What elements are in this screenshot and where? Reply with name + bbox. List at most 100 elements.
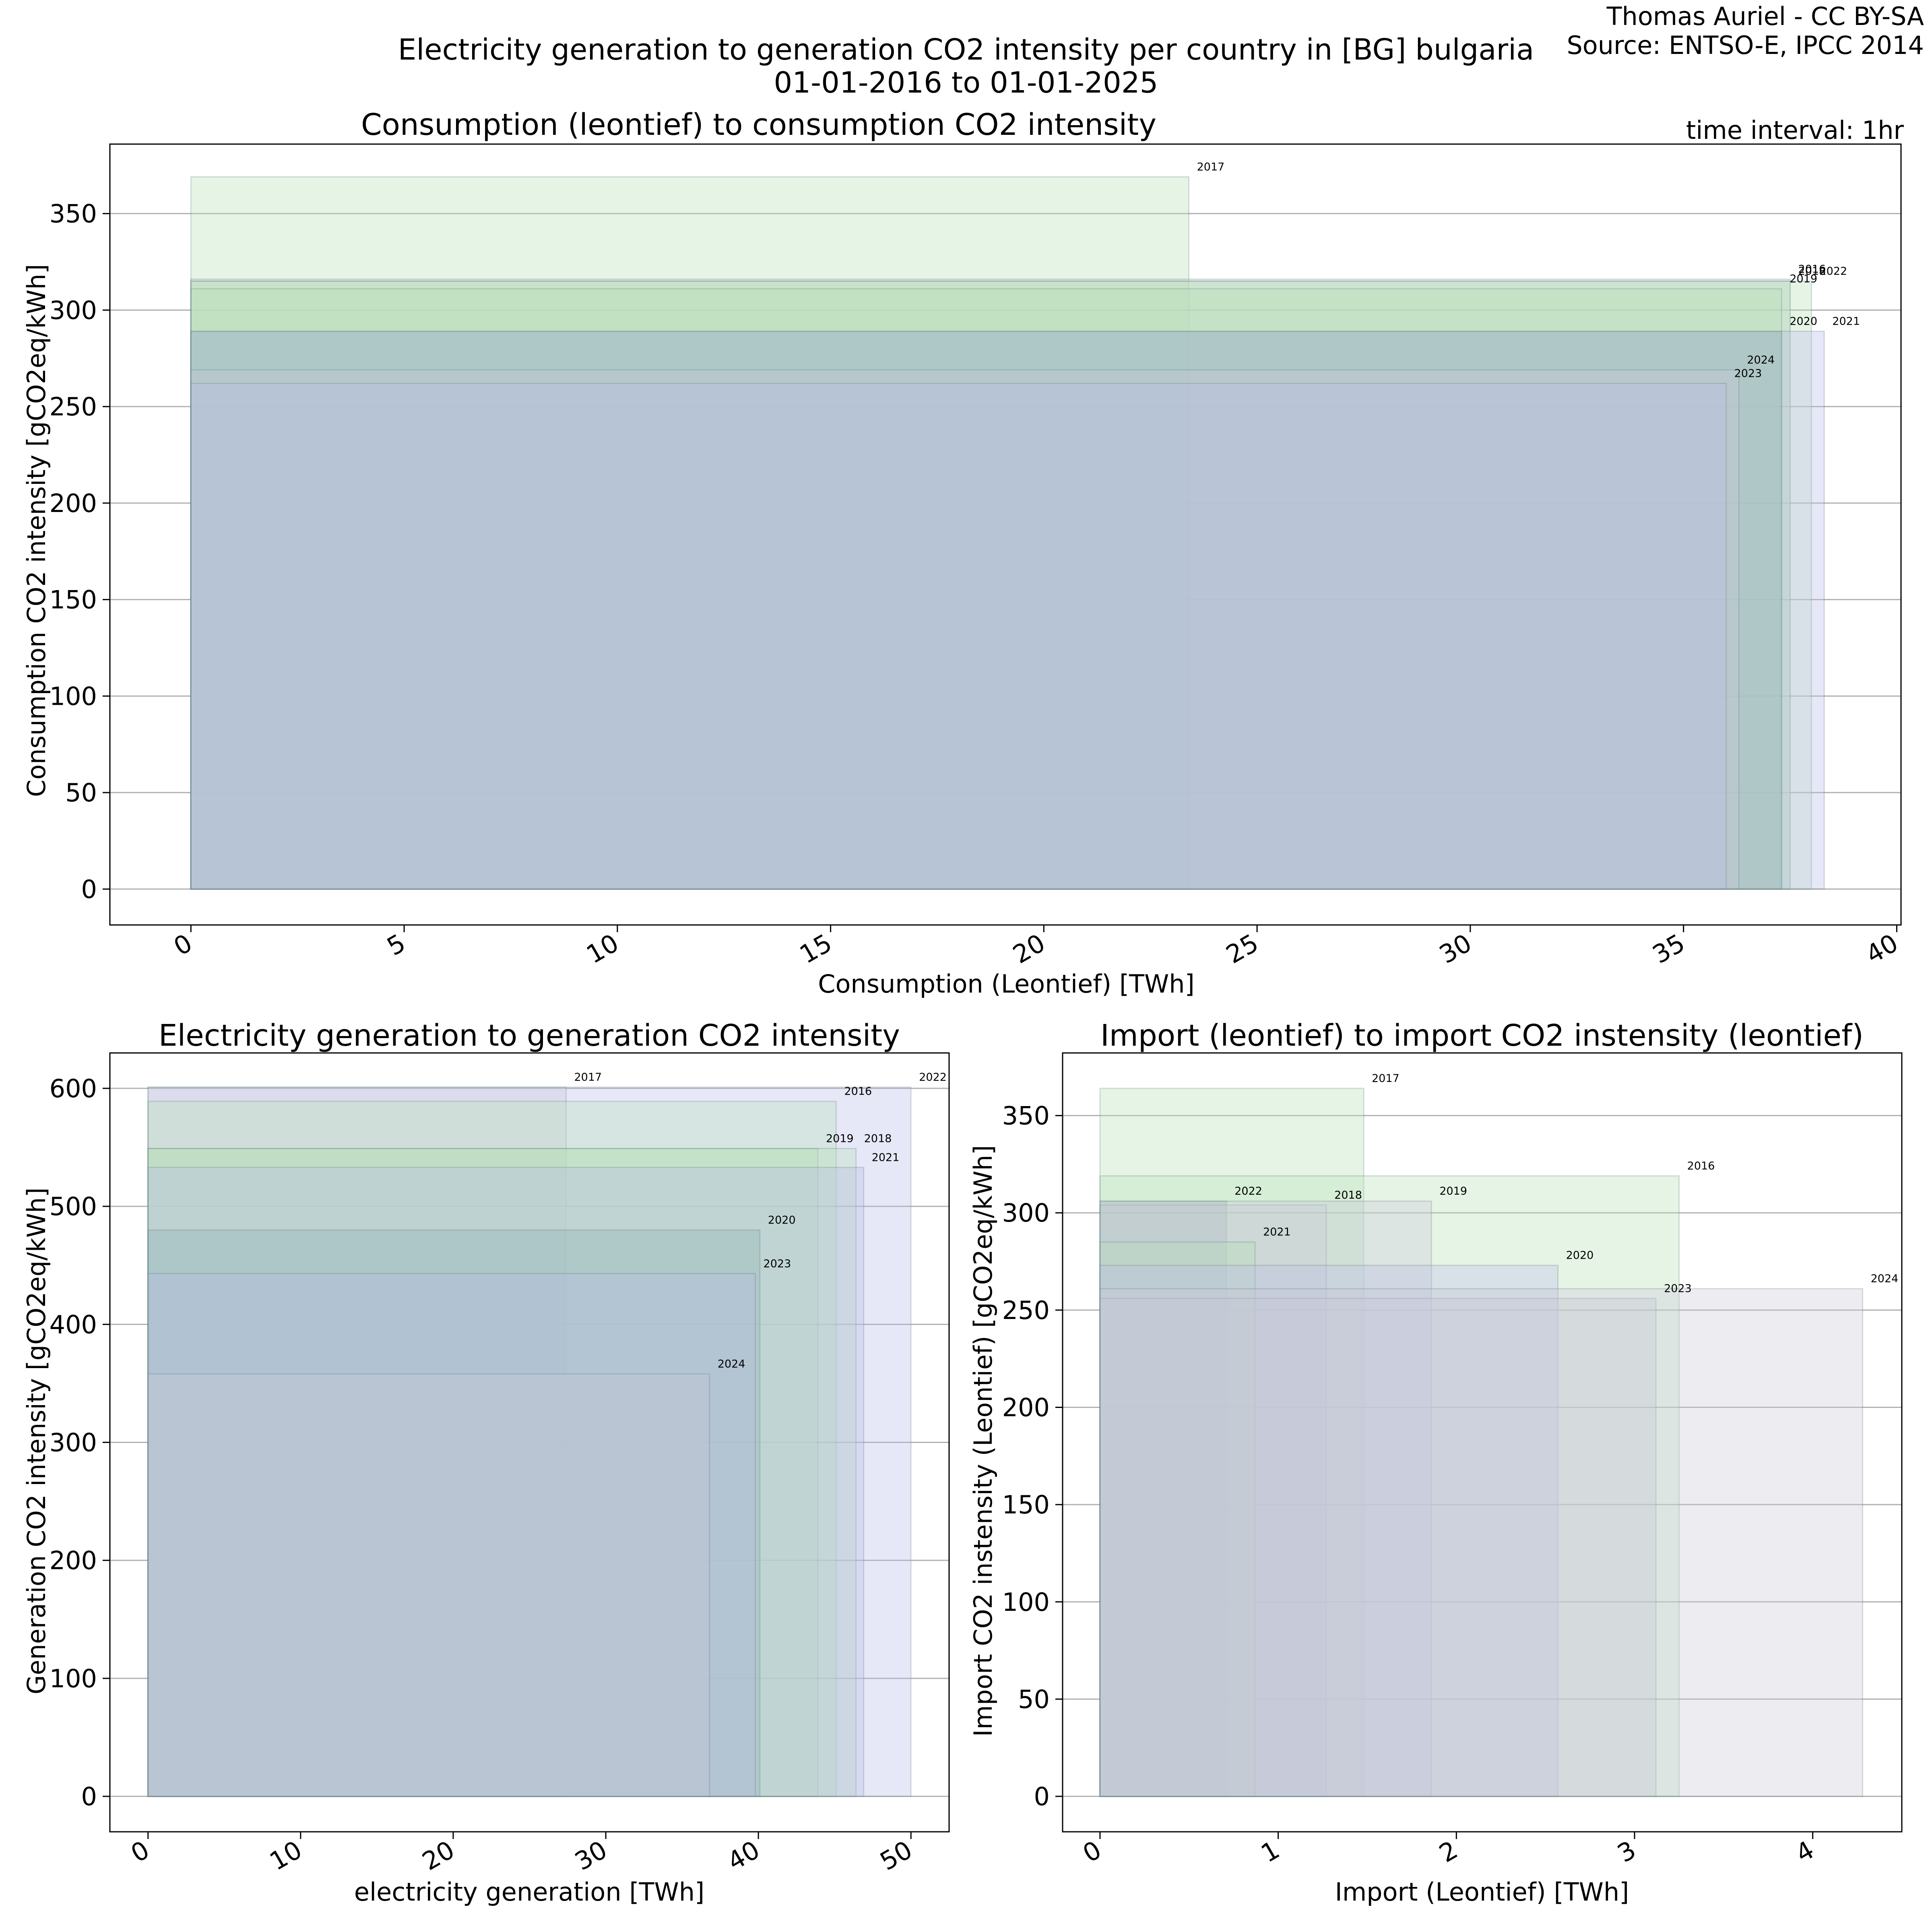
- consumption-x-tick-label: 25: [1221, 928, 1263, 970]
- generation-x-tick-label: 30: [570, 1835, 612, 1876]
- generation-x-tick-label: 40: [722, 1835, 765, 1876]
- consumption-x-tick-label: 10: [581, 928, 623, 970]
- consumption-bar-label-2023: 2023: [1734, 367, 1762, 380]
- import-bar-2022: [1099, 1200, 1227, 1797]
- import-bar-2017: [1099, 1088, 1364, 1797]
- consumption-y-tick-label: 0: [81, 875, 97, 904]
- import-y-axis-label: Import CO2 instensity (Leontief) [gCO2eq…: [968, 1145, 998, 1737]
- generation-year-labels: 2022 2017 2016 2019 2018 2021 2020 2023 2024: [574, 1071, 946, 1370]
- generation-y-ticks: 0 100 200 300 400 500 600: [50, 1074, 110, 1811]
- generation-bar-label-2021: 2021: [872, 1151, 900, 1164]
- consumption-bar-label-2022: 2022: [1820, 265, 1847, 277]
- import-y-tick-label: 250: [1002, 1296, 1050, 1325]
- generation-bar-2020: [147, 1229, 761, 1797]
- generation-y-tick-label: 400: [50, 1310, 97, 1339]
- generation-bar-label-2017: 2017: [574, 1071, 602, 1084]
- generation-bar-label-2016: 2016: [844, 1085, 872, 1098]
- import-bar-2019: [1099, 1200, 1432, 1797]
- figure-title: Electricity generation to generation CO2…: [398, 33, 1534, 66]
- consumption-y-tick-label: 50: [65, 778, 97, 807]
- consumption-x-axis-label: Consumption (Leontief) [TWh]: [818, 969, 1195, 999]
- generation-y-tick-label: 600: [50, 1074, 97, 1103]
- import-x-tick-label: 2: [1434, 1835, 1463, 1868]
- figure-date-range: 01-01-2016 to 01-01-2025: [774, 66, 1158, 99]
- import-y-tick-label: 0: [1034, 1782, 1050, 1811]
- generation-bar-2017: [147, 1086, 567, 1797]
- generation-gridlines: [110, 1088, 949, 1797]
- import-y-tick-label: 350: [1002, 1101, 1050, 1131]
- generation-x-tick-label: 50: [875, 1835, 917, 1876]
- import-bar-2018: [1099, 1204, 1327, 1797]
- consumption-bar-2016: [190, 279, 1791, 890]
- import-y-tick-label: 300: [1002, 1198, 1050, 1228]
- consumption-x-tick-label: 0: [169, 928, 197, 962]
- consumption-bar-2019: [190, 288, 1782, 890]
- import-x-tick-label: 1: [1256, 1835, 1284, 1868]
- consumption-y-tick-label: 250: [50, 392, 97, 421]
- consumption-y-tick-label: 200: [50, 489, 97, 518]
- import-bar-2021: [1099, 1241, 1256, 1797]
- figure-credit-author: Thomas Auriel - CC BY-SA: [1606, 2, 1924, 31]
- figure-credit-source: Source: ENTSO-E, IPCC 2014: [1567, 31, 1924, 60]
- generation-bar-2024: [147, 1373, 710, 1797]
- consumption-bar-2022: [190, 280, 1812, 890]
- generation-bar-2016: [147, 1100, 837, 1797]
- generation-bar-label-2022: 2022: [919, 1071, 947, 1084]
- import-bar-label-2023: 2023: [1664, 1282, 1692, 1295]
- import-panel: 2017 2016 2022 2018 2019 2021 2020 2023 2024 0 1 2…: [968, 1018, 1903, 1907]
- import-x-tick-label: 4: [1790, 1835, 1819, 1868]
- generation-x-ticks: 0 10 20 30 40 50: [126, 1832, 917, 1876]
- consumption-y-tick-label: 150: [50, 585, 97, 615]
- import-y-ticks: 0 50 100 150 200 250 300 350: [1002, 1101, 1063, 1811]
- consumption-x-tick-label: 40: [1861, 928, 1903, 970]
- consumption-bar-2024: [190, 369, 1740, 890]
- import-bar-label-2022: 2022: [1234, 1185, 1262, 1197]
- import-y-tick-label: 50: [1018, 1684, 1050, 1714]
- import-bar-label-2021: 2021: [1263, 1226, 1291, 1238]
- generation-bar-label-2023: 2023: [764, 1257, 791, 1270]
- generation-bar-label-2018: 2018: [864, 1132, 892, 1145]
- consumption-bar-2023: [190, 383, 1727, 890]
- generation-x-axis-label: electricity generation [TWh]: [354, 1877, 704, 1907]
- consumption-y-axis-label: Consumption CO2 intensity [gCO2eq/kWh]: [22, 264, 51, 797]
- consumption-x-tick-label: 5: [382, 928, 411, 962]
- import-x-tick-label: 0: [1078, 1835, 1106, 1868]
- generation-bar-label-2019: 2019: [826, 1132, 854, 1145]
- consumption-axes-frame: [109, 143, 1902, 926]
- import-axes-frame: [1062, 1052, 1903, 1833]
- consumption-gridlines: [110, 213, 1901, 890]
- generation-y-axis-label: Generation CO2 intensity [gCO2eq/kWh]: [22, 1187, 51, 1695]
- generation-bars: [147, 1086, 912, 1797]
- consumption-bar-label-2019: 2019: [1790, 273, 1817, 285]
- consumption-y-tick-label: 100: [50, 681, 97, 711]
- generation-bar-label-2020: 2020: [768, 1214, 796, 1226]
- generation-y-tick-label: 100: [50, 1664, 97, 1693]
- import-y-tick-label: 100: [1002, 1587, 1050, 1617]
- consumption-x-tick-label: 20: [1008, 928, 1050, 970]
- consumption-y-tick-label: 350: [50, 199, 97, 229]
- import-bar-2024: [1099, 1288, 1864, 1797]
- consumption-y-ticks: 0 50 100 150 200 250 300 350: [50, 199, 110, 904]
- generation-y-tick-label: 200: [50, 1546, 97, 1575]
- import-gridlines: [1063, 1115, 1902, 1797]
- consumption-bar-2021: [190, 330, 1825, 890]
- consumption-x-tick-label: 15: [795, 928, 837, 970]
- generation-x-tick-label: 0: [126, 1835, 155, 1868]
- import-bar-label-2019: 2019: [1439, 1185, 1467, 1197]
- import-x-axis-label: Import (Leontief) [TWh]: [1335, 1877, 1629, 1907]
- generation-bar-2023: [147, 1273, 756, 1797]
- import-chart-title: Import (leontief) to import CO2 instensi…: [1100, 1018, 1864, 1053]
- generation-y-tick-label: 0: [81, 1782, 97, 1811]
- import-bars: [1099, 1088, 1864, 1797]
- consumption-x-tick-label: 35: [1647, 928, 1690, 970]
- import-year-labels: 2017 2016 2022 2018 2019 2021 2020 2023 2024: [1234, 1072, 1898, 1295]
- consumption-bar-label-2016: 2016: [1798, 263, 1826, 276]
- consumption-bar-2018: [190, 280, 1791, 890]
- generation-bar-2022: [147, 1086, 912, 1797]
- consumption-bars: [190, 176, 1825, 890]
- consumption-x-ticks: 0 5 10 15 20 25 30 35 40: [169, 925, 1903, 969]
- generation-bar-label-2024: 2024: [718, 1358, 745, 1370]
